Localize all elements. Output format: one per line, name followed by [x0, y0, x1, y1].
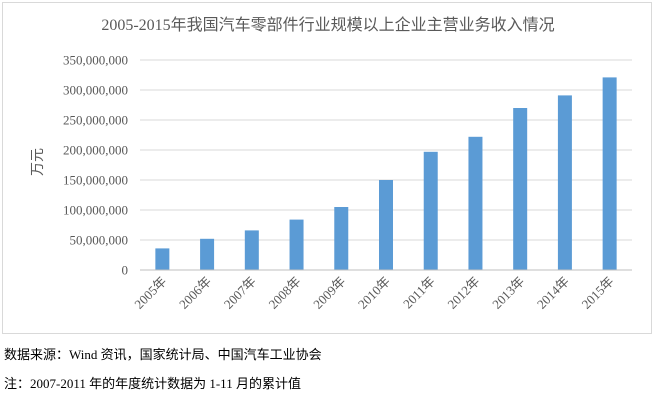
x-tick-label: 2013年 [489, 274, 527, 312]
x-tick-label: 2012年 [444, 274, 482, 312]
x-tick-label: 2010年 [355, 274, 393, 312]
y-tick-label: 300,000,000 [63, 83, 128, 98]
revenue-bar-chart: 2005-2015年我国汽车零部件行业规模以上企业主营业务收入情况 万元 0 50… [31, 16, 632, 312]
bar-2015年 [602, 77, 617, 271]
x-tick-label: 2007年 [221, 274, 259, 312]
y-axis-label: 万元 [31, 148, 46, 176]
y-tick-label: 100,000,000 [63, 203, 128, 218]
x-tick-labels: 2005年 2006年 2007年 2008年 2009年 2010年 2011年 2012年… [131, 274, 616, 312]
bar-2011年 [423, 151, 438, 270]
bars [155, 77, 617, 271]
gridlines [140, 59, 632, 241]
x-tick-label: 2015年 [579, 274, 617, 312]
y-tick-label: 250,000,000 [63, 113, 128, 128]
bar-2008年 [289, 219, 304, 270]
x-tick-label: 2005年 [131, 274, 169, 312]
bar-2013年 [513, 108, 528, 270]
x-tick-label: 2008年 [265, 274, 303, 312]
chart-title: 2005-2015年我国汽车零部件行业规模以上企业主营业务收入情况 [101, 16, 554, 34]
x-tick-label: 2009年 [310, 274, 348, 312]
bar-2012年 [468, 136, 483, 270]
source-note: 数据来源：Wind 资讯，国家统计局、中国汽车工业协会 [4, 347, 322, 362]
chart-frame [2, 2, 652, 334]
bar-2010年 [379, 180, 393, 270]
y-tick-label: 200,000,000 [63, 143, 128, 158]
x-tick-label: 2011年 [400, 274, 438, 312]
x-tick-label: 2006年 [176, 274, 214, 312]
y-tick-label: 50,000,000 [70, 233, 129, 248]
x-tick-label: 2014年 [534, 274, 572, 312]
bar-2014年 [557, 95, 572, 271]
bar-2005年 [155, 248, 170, 270]
bar-2009年 [334, 207, 349, 270]
bar-2006年 [200, 238, 215, 270]
y-tick-label: 0 [122, 263, 129, 278]
y-tick-labels: 0 50,000,000 100,000,000 150,000,000 200,000… [63, 53, 128, 278]
bar-2007年 [244, 230, 259, 270]
y-tick-label: 150,000,000 [63, 173, 128, 188]
footnote: 注：2007-2011 年的年度统计数据为 1-11 月的累计值 [4, 376, 301, 391]
y-tick-label: 350,000,000 [63, 53, 128, 68]
